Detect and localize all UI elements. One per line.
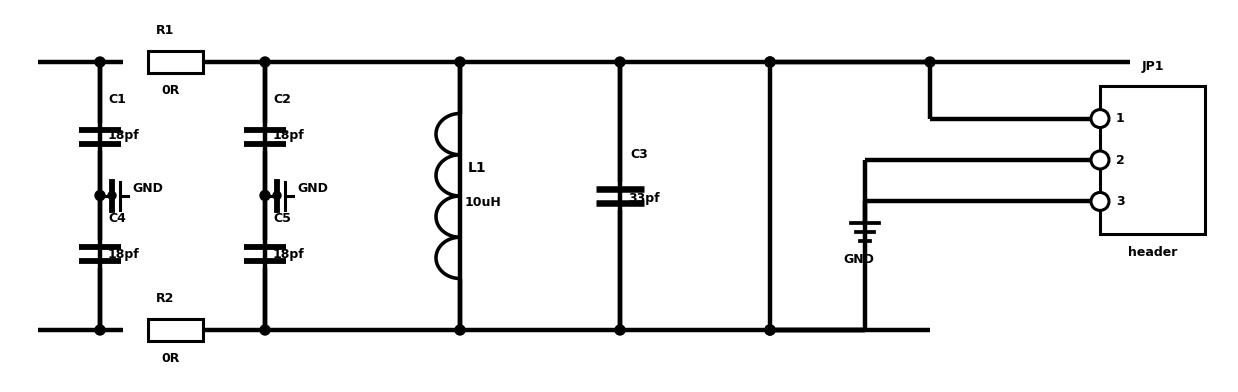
Circle shape bbox=[615, 325, 625, 335]
Circle shape bbox=[765, 325, 775, 335]
Text: 3: 3 bbox=[1115, 195, 1124, 208]
Text: GND: GND bbox=[297, 181, 328, 194]
Circle shape bbox=[260, 57, 270, 67]
Circle shape bbox=[108, 192, 116, 200]
Text: 1: 1 bbox=[1115, 112, 1125, 125]
Bar bbox=[1101, 86, 1205, 234]
Text: 0R: 0R bbox=[162, 352, 181, 365]
Text: C5: C5 bbox=[274, 212, 291, 225]
Circle shape bbox=[456, 325, 465, 335]
Circle shape bbox=[95, 325, 105, 335]
Bar bbox=[147, 319, 203, 341]
Text: C2: C2 bbox=[274, 93, 291, 106]
Text: header: header bbox=[1128, 246, 1177, 259]
Circle shape bbox=[274, 192, 281, 200]
Circle shape bbox=[615, 57, 625, 67]
Circle shape bbox=[765, 57, 775, 67]
Circle shape bbox=[925, 57, 935, 67]
Circle shape bbox=[456, 57, 465, 67]
Text: 0R: 0R bbox=[162, 84, 181, 97]
Circle shape bbox=[765, 57, 775, 67]
Text: L1: L1 bbox=[468, 161, 487, 175]
Circle shape bbox=[260, 191, 270, 200]
Circle shape bbox=[1091, 151, 1109, 169]
Text: 2: 2 bbox=[1115, 154, 1125, 167]
Text: R1: R1 bbox=[156, 24, 175, 37]
Text: 33pf: 33pf bbox=[628, 192, 660, 205]
Circle shape bbox=[95, 57, 105, 67]
Text: C4: C4 bbox=[108, 212, 126, 225]
Circle shape bbox=[95, 191, 105, 200]
Text: R2: R2 bbox=[156, 292, 175, 305]
Text: C3: C3 bbox=[630, 148, 647, 161]
Text: JP1: JP1 bbox=[1141, 60, 1164, 73]
Text: 10uH: 10uH bbox=[465, 196, 501, 209]
Text: C1: C1 bbox=[108, 93, 126, 106]
Text: 18pf: 18pf bbox=[108, 248, 140, 261]
Text: GND: GND bbox=[132, 181, 163, 194]
Text: 18pf: 18pf bbox=[274, 129, 305, 142]
Text: GND: GND bbox=[843, 254, 874, 267]
Circle shape bbox=[765, 325, 775, 335]
Text: 18pf: 18pf bbox=[108, 129, 140, 142]
Bar bbox=[147, 51, 203, 73]
Circle shape bbox=[1091, 109, 1109, 127]
Text: 18pf: 18pf bbox=[274, 248, 305, 261]
Circle shape bbox=[1091, 192, 1109, 211]
Circle shape bbox=[260, 325, 270, 335]
